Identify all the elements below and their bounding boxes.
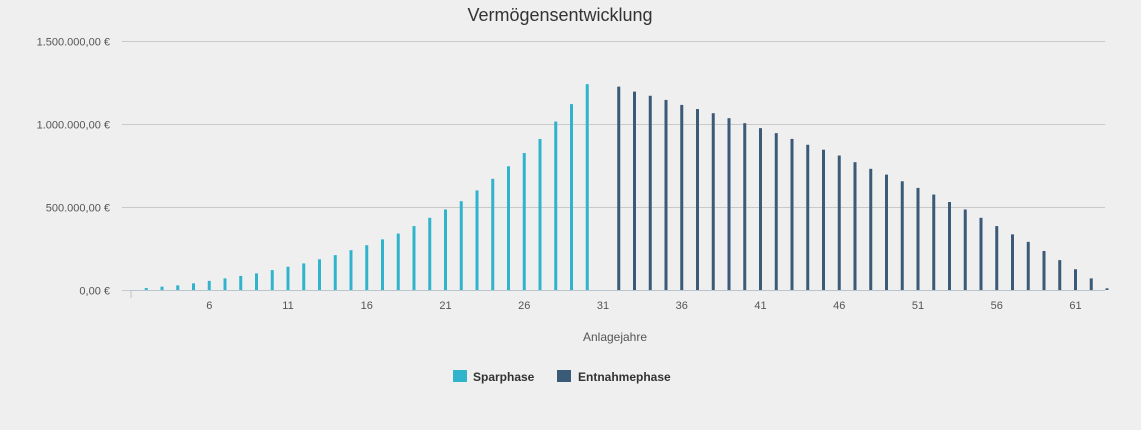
chart-title: Vermögensentwicklung <box>467 5 652 25</box>
x-axis-title: Anlagejahre <box>583 330 647 344</box>
bar-entnahmephase[interactable] <box>822 149 825 290</box>
bar-entnahmephase[interactable] <box>806 144 810 290</box>
bar-entnahmephase[interactable] <box>617 86 621 291</box>
legend: Sparphase Entnahmephase <box>453 370 671 384</box>
x-tick-label: 6 <box>206 300 212 312</box>
bar-sparphase[interactable] <box>491 178 495 290</box>
bar-entnahmephase[interactable] <box>648 95 652 290</box>
bar-entnahmephase[interactable] <box>1105 288 1109 290</box>
legend-swatch[interactable] <box>453 370 467 382</box>
bar-entnahmephase[interactable] <box>1089 278 1093 290</box>
bar-entnahmephase[interactable] <box>979 217 983 290</box>
bar-entnahmephase[interactable] <box>900 181 904 290</box>
bar-entnahmephase[interactable] <box>853 162 857 290</box>
y-tick-label: 0,00 € <box>79 286 110 298</box>
bar-sparphase[interactable] <box>444 209 447 290</box>
bar-sparphase[interactable] <box>160 286 164 290</box>
bar-entnahmephase[interactable] <box>1026 241 1030 290</box>
x-tick-label: 11 <box>282 300 293 312</box>
bar-entnahmephase[interactable] <box>680 104 684 290</box>
bar-entnahmephase[interactable] <box>932 194 936 290</box>
x-tick-label: 36 <box>676 300 688 312</box>
bar-entnahmephase[interactable] <box>633 91 636 290</box>
bar-sparphase[interactable] <box>270 270 274 290</box>
bar-entnahmephase[interactable] <box>916 187 920 290</box>
bar-entnahmephase[interactable] <box>664 99 668 291</box>
x-tick-label: 26 <box>518 300 530 312</box>
legend-label[interactable]: Sparphase <box>473 370 535 384</box>
y-axis-labels: 0,00 € 500.000,00 € 1.000.000,00 € 1.500.00… <box>37 37 110 298</box>
bar-entnahmephase[interactable] <box>995 226 999 290</box>
bar-sparphase[interactable] <box>475 190 479 290</box>
bar-sparphase[interactable] <box>192 283 195 290</box>
bar-entnahmephase[interactable] <box>743 123 747 290</box>
bar-sparphase[interactable] <box>333 255 337 290</box>
bar-entnahmephase[interactable] <box>1042 250 1046 290</box>
y-tick-label: 1.000.000,00 € <box>37 120 110 132</box>
grid-lines <box>122 41 1105 298</box>
bar-sparphase[interactable] <box>554 121 558 290</box>
bar-sparphase[interactable] <box>570 104 573 290</box>
bar-sparphase[interactable] <box>507 166 510 290</box>
bar-entnahmephase[interactable] <box>1011 234 1014 290</box>
y-tick-label: 1.500.000,00 € <box>37 37 110 49</box>
bar-entnahmephase[interactable] <box>727 118 731 290</box>
x-tick-label: 21 <box>439 300 451 312</box>
bar-sparphase[interactable] <box>365 245 369 290</box>
legend-label[interactable]: Entnahmephase <box>578 370 671 384</box>
bar-entnahmephase[interactable] <box>869 168 873 290</box>
bar-sparphase[interactable] <box>239 275 243 290</box>
bar-sparphase[interactable] <box>176 285 180 290</box>
bar-entnahmephase[interactable] <box>696 109 699 290</box>
bar-sparphase[interactable] <box>349 250 353 290</box>
x-tick-label: 56 <box>991 300 1003 312</box>
x-tick-label: 16 <box>361 300 373 312</box>
y-tick-label: 500.000,00 € <box>46 203 110 215</box>
x-tick-label: 51 <box>912 300 924 312</box>
bar-entnahmephase[interactable] <box>948 202 951 290</box>
bar-sparphase[interactable] <box>302 263 306 290</box>
bar-sparphase[interactable] <box>207 280 211 290</box>
bar-sparphase[interactable] <box>585 84 589 290</box>
bar-entnahmephase[interactable] <box>837 155 841 290</box>
bar-sparphase[interactable] <box>318 259 321 290</box>
bar-entnahmephase[interactable] <box>1058 260 1062 290</box>
bar-sparphase[interactable] <box>412 226 416 290</box>
bars <box>144 84 1109 291</box>
x-tick-label: 41 <box>754 300 766 312</box>
bar-entnahmephase[interactable] <box>774 133 778 290</box>
bar-sparphase[interactable] <box>381 239 384 290</box>
bar-sparphase[interactable] <box>459 201 463 290</box>
bar-sparphase[interactable] <box>286 266 290 290</box>
bar-entnahmephase[interactable] <box>711 113 715 291</box>
legend-swatch[interactable] <box>557 370 571 382</box>
bar-sparphase[interactable] <box>428 217 432 290</box>
x-axis-labels: 6 11 16 21 26 31 36 41 46 51 56 61 <box>206 300 1081 312</box>
x-tick-label: 31 <box>597 300 609 312</box>
x-tick-label: 61 <box>1069 300 1081 312</box>
bar-sparphase[interactable] <box>396 233 400 290</box>
bar-sparphase[interactable] <box>538 138 542 290</box>
bar-sparphase[interactable] <box>522 153 526 290</box>
bar-entnahmephase[interactable] <box>885 174 888 290</box>
bar-sparphase[interactable] <box>144 288 148 290</box>
x-tick-label: 46 <box>833 300 845 312</box>
bar-entnahmephase[interactable] <box>759 128 762 290</box>
bar-entnahmephase[interactable] <box>1074 269 1077 290</box>
bar-sparphase[interactable] <box>255 273 258 290</box>
bar-sparphase[interactable] <box>223 278 227 290</box>
bar-entnahmephase[interactable] <box>963 209 967 290</box>
bar-entnahmephase[interactable] <box>790 138 794 290</box>
